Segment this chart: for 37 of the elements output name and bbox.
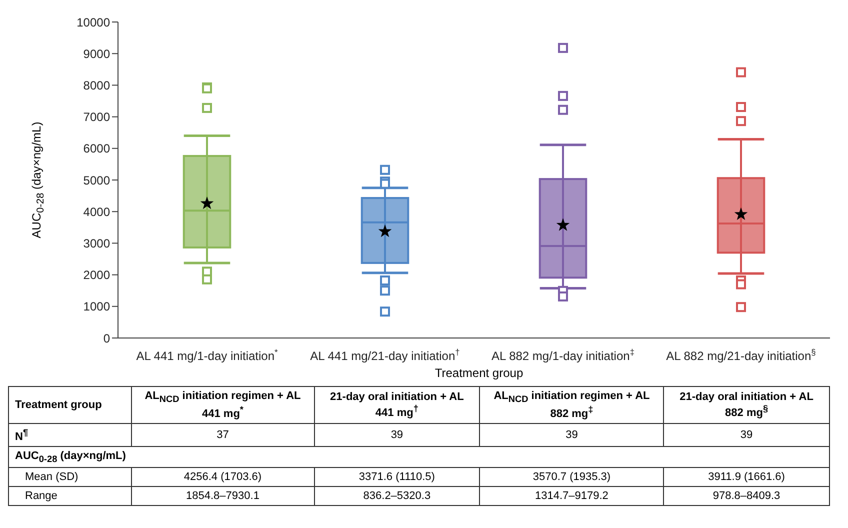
text: Treatment group bbox=[15, 398, 102, 411]
y-tick-label: 3000 bbox=[83, 236, 110, 250]
text: 1314.7–9179.2 bbox=[535, 490, 608, 502]
text: 39 bbox=[390, 428, 404, 441]
text: 978.8–8409.3 bbox=[712, 490, 780, 502]
text: 21-day oral initiation + AL 441 mg$^{†}$ bbox=[330, 391, 464, 419]
text: N$^{¶}$ bbox=[15, 426, 28, 442]
y-tick-label: 8000 bbox=[83, 78, 110, 92]
y-tick-label: 4000 bbox=[83, 204, 110, 219]
text: 37 bbox=[216, 428, 229, 441]
text: 21-day oral initiation + AL 882 mg$^{§}$ bbox=[680, 391, 814, 419]
x-tick-label: AL 441 mg/21-day initiation$^{†}$ bbox=[310, 347, 460, 363]
x-tick-label: AL 882 mg/1-day initiation$^{‡}$ bbox=[492, 347, 635, 363]
text: 4256.4 (1703.6) bbox=[184, 470, 262, 483]
x-axis-title: Treatment group bbox=[434, 366, 524, 380]
x-tick-label: AL 441 mg/1-day initiation$^{*}$ bbox=[136, 347, 279, 363]
text: 3570.7 (1935.3) bbox=[532, 470, 611, 483]
y-tick-label: 5000 bbox=[83, 173, 110, 188]
y-tick-label: 9000 bbox=[83, 46, 110, 61]
y-tick-label: 6000 bbox=[83, 142, 110, 156]
text: 39 bbox=[740, 428, 753, 441]
text: AL$_{NCD}$ initiation regimen + AL 882 mg$^{‡}$ bbox=[494, 390, 650, 420]
y-tick-label: 7000 bbox=[83, 110, 110, 124]
text: Range bbox=[25, 490, 58, 502]
y-tick-label: 1000 bbox=[83, 300, 110, 314]
text: Mean (SD) bbox=[25, 470, 78, 483]
text: 3371.6 (1110.5) bbox=[358, 470, 435, 483]
text: 3911.9 (1661.6) bbox=[708, 470, 785, 483]
text: AL$_{NCD}$ initiation regimen + AL 441 mg$^{*}$ bbox=[144, 390, 301, 420]
y-tick-label: 0 bbox=[103, 331, 110, 346]
text: AUC$_{0-28}$ (day×ng/mL) bbox=[15, 450, 126, 464]
y-tick-label: 10000 bbox=[76, 15, 110, 30]
x-tick-label: AL 882 mg/21-day initiation$^{§}$ bbox=[666, 347, 816, 363]
y-tick-label: 2000 bbox=[83, 268, 110, 282]
text: 39 bbox=[566, 428, 578, 441]
text: 1854.8–7930.1 bbox=[186, 490, 260, 502]
text: 836.2–5320.3 bbox=[363, 490, 431, 502]
